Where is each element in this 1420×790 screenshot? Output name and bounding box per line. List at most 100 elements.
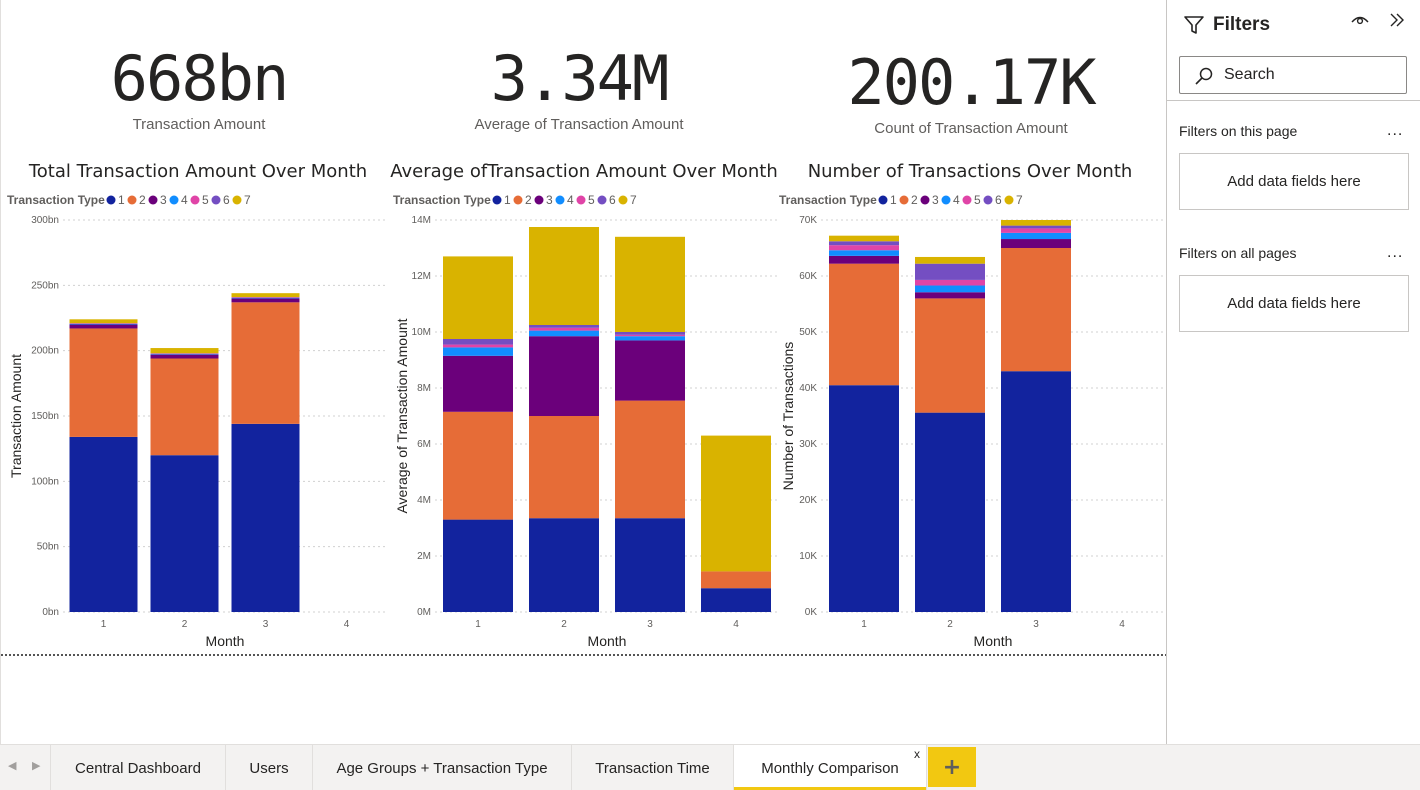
chart-average-transaction-amount[interactable]: Average ofTransaction Amount Over Month T… [387, 160, 779, 654]
bar-segment [443, 355, 513, 412]
tab-age-groups-transaction-type[interactable]: Age Groups + Transaction Type [312, 745, 571, 790]
prev-page-arrow-icon[interactable]: ◀ [8, 759, 17, 772]
bar-segment [1001, 220, 1071, 226]
bar-segment [915, 285, 985, 293]
tab-label: Central Dashboard [75, 759, 201, 777]
legend-marker [169, 195, 179, 205]
tab-transaction-time[interactable]: Transaction Time [571, 745, 733, 790]
chart-title: Average ofTransaction Amount Over Month [390, 161, 778, 182]
x-tick-label: 3 [263, 619, 269, 630]
close-tab-icon[interactable]: x [914, 747, 920, 761]
legend-marker [190, 195, 200, 205]
y-tick-label: 0M [417, 607, 431, 618]
collapse-pane-icon[interactable] [1389, 12, 1405, 28]
bar-segment [150, 354, 219, 359]
bar-segment [529, 330, 599, 337]
kpi-value: 668bn [110, 42, 290, 115]
kpi-label: Average of Transaction Amount [474, 116, 684, 133]
tab-monthly-comparison[interactable]: Monthly Comparison x [733, 745, 927, 790]
bar-segment [231, 302, 300, 424]
chart-svg: Number of Transactions Over Month Transac… [779, 161, 1165, 649]
bar-segment [829, 263, 899, 386]
y-tick-label: 200bn [31, 346, 59, 357]
chart-number-of-transactions[interactable]: Number of Transactions Over Month Transac… [773, 160, 1165, 654]
page-filters-drop-well[interactable]: Add data fields here [1179, 153, 1409, 210]
filters-title: Filters [1213, 14, 1271, 35]
filters-on-all-pages-label: Filters on all pages [1179, 245, 1297, 261]
filters-header: Filters [1167, 8, 1420, 42]
x-tick-label: 4 [1119, 619, 1125, 630]
y-tick-label: 30K [799, 439, 817, 450]
legend-marker [106, 195, 116, 205]
add-page-button[interactable]: + [928, 747, 976, 787]
kpi-card-count-transaction-amount[interactable]: 200.17K Count of Transaction Amount [841, 52, 1101, 138]
bar-segment [615, 400, 685, 519]
bar-segment [443, 347, 513, 356]
x-tick-label: 4 [344, 619, 350, 630]
x-axis-title: Month [206, 633, 245, 649]
bar-segment [1001, 225, 1071, 229]
y-tick-label: 40K [799, 383, 817, 394]
y-axis-title: Transaction Amount [8, 354, 24, 478]
legend-label: 6 [223, 193, 230, 207]
divider [1167, 100, 1420, 101]
chart-total-transaction-amount[interactable]: Total Transaction Amount Over Month Trans… [1, 160, 387, 654]
y-tick-label: 50bn [37, 542, 59, 553]
search-icon [1195, 67, 1213, 85]
legend-marker [878, 195, 888, 205]
bar-segment [529, 416, 599, 519]
legend-title: Transaction Type [779, 193, 877, 207]
bar-segment [615, 236, 685, 332]
tab-label: Monthly Comparison [761, 759, 899, 777]
bar-segment [443, 344, 513, 348]
report-canvas: 668bn Transaction Amount 3.34M Average o… [0, 0, 1167, 744]
legend-marker [983, 195, 993, 205]
all-pages-filters-drop-well[interactable]: Add data fields here [1179, 275, 1409, 332]
legend-marker [576, 195, 586, 205]
legend-marker [899, 195, 909, 205]
legend-label: 1 [118, 193, 125, 207]
page-divider [1, 654, 1167, 656]
search-placeholder: Search [1224, 66, 1275, 83]
tab-central-dashboard[interactable]: Central Dashboard [50, 745, 225, 790]
x-axis-title: Month [974, 633, 1013, 649]
bar-segment [1001, 232, 1071, 240]
y-tick-label: 70K [799, 215, 817, 226]
bar-segment [231, 293, 300, 298]
bar-segment [915, 279, 985, 286]
legend-marker [555, 195, 565, 205]
more-options-button[interactable]: ... [1387, 244, 1404, 261]
y-tick-label: 60K [799, 271, 817, 282]
x-axis-title: Month [588, 633, 627, 649]
legend-label: 3 [546, 193, 553, 207]
bar-segment [829, 241, 899, 246]
x-tick-label: 3 [647, 619, 653, 630]
filters-search-input[interactable]: Search [1179, 56, 1407, 94]
kpi-card-average-transaction-amount[interactable]: 3.34M Average of Transaction Amount [438, 48, 720, 134]
bar-segment [443, 411, 513, 520]
tab-label: Users [249, 759, 289, 777]
legend-label: 7 [244, 193, 251, 207]
bar-segment [829, 235, 899, 242]
kpi-label: Transaction Amount [132, 116, 266, 133]
bar-segment [69, 324, 138, 329]
legend-label: 6 [609, 193, 616, 207]
x-tick-label: 2 [561, 619, 567, 630]
kpi-card-transaction-amount[interactable]: 668bn Transaction Amount [81, 42, 317, 134]
more-options-button[interactable]: ... [1387, 122, 1404, 139]
bar-segment [915, 412, 985, 612]
y-tick-label: 2M [417, 551, 431, 562]
eye-icon[interactable] [1351, 13, 1369, 27]
legend-label: 1 [890, 193, 897, 207]
filters-pane: Filters Search Filters on this page ... … [1166, 0, 1420, 744]
bar-segment [529, 518, 599, 612]
next-page-arrow-icon[interactable]: ▶ [32, 759, 41, 772]
chart-svg: Total Transaction Amount Over Month Trans… [7, 161, 387, 649]
y-tick-label: 8M [417, 383, 431, 394]
y-tick-label: 12M [412, 271, 431, 282]
tab-users[interactable]: Users [225, 745, 312, 790]
legend-label: 1 [504, 193, 511, 207]
legend-marker [597, 195, 607, 205]
bar-segment [529, 227, 599, 325]
legend-label: 7 [630, 193, 637, 207]
